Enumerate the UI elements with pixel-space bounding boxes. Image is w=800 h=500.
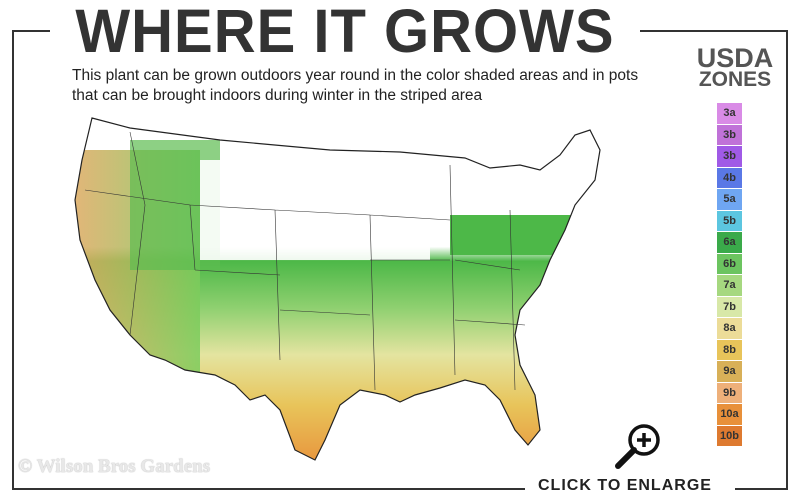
us-outline	[74, 117, 601, 461]
zone-legend: 3a 3b 3b 4b 5a 5b 6a 6b 7a 7b 8a 8b 9a 9b 10a 10b	[717, 103, 742, 447]
zone-swatch-7b: 7b	[717, 296, 742, 317]
legend-title-line1: USDA	[696, 43, 774, 73]
zone-swatch-6a: 6a	[717, 232, 742, 253]
zone-swatch-5a: 5a	[717, 189, 742, 210]
zone-shading	[75, 118, 600, 460]
page-title: WHERE IT GROWS	[75, 0, 615, 66]
us-zone-map[interactable]	[70, 110, 670, 470]
zone-swatch-10a: 10a	[717, 404, 742, 425]
subtitle: This plant can be grown outdoors year ro…	[72, 67, 639, 104]
zone-swatch-9a: 9a	[717, 361, 742, 382]
zone-swatch-8b: 8b	[717, 339, 742, 360]
magnifier-plus-icon[interactable]	[610, 422, 666, 470]
zone-swatch-4b: 4b	[717, 167, 742, 188]
enlarge-backdrop	[525, 478, 735, 500]
click-to-enlarge-button[interactable]: CLICK TO ENLARGE	[538, 477, 712, 494]
zone-swatch-7a: 7a	[717, 275, 742, 296]
zone-swatch-3a: 3a	[717, 103, 742, 124]
title-backdrop	[50, 0, 640, 60]
copyright-watermark: © Wilson Bros Gardens	[18, 456, 211, 477]
zone-swatch-3b: 3b	[717, 124, 742, 145]
zone-swatch-5b: 5b	[717, 210, 742, 231]
state-borders	[84, 131, 526, 391]
legend-title: USDA ZONES	[683, 43, 787, 91]
zone-swatch-8a: 8a	[717, 318, 742, 339]
zone-swatch-3b: 3b	[717, 146, 742, 167]
zone-swatch-9b: 9b	[717, 382, 742, 403]
zone-swatch-6b: 6b	[717, 253, 742, 274]
legend-title-line2: ZONES	[698, 68, 772, 91]
zone-swatch-10b: 10b	[717, 425, 742, 446]
